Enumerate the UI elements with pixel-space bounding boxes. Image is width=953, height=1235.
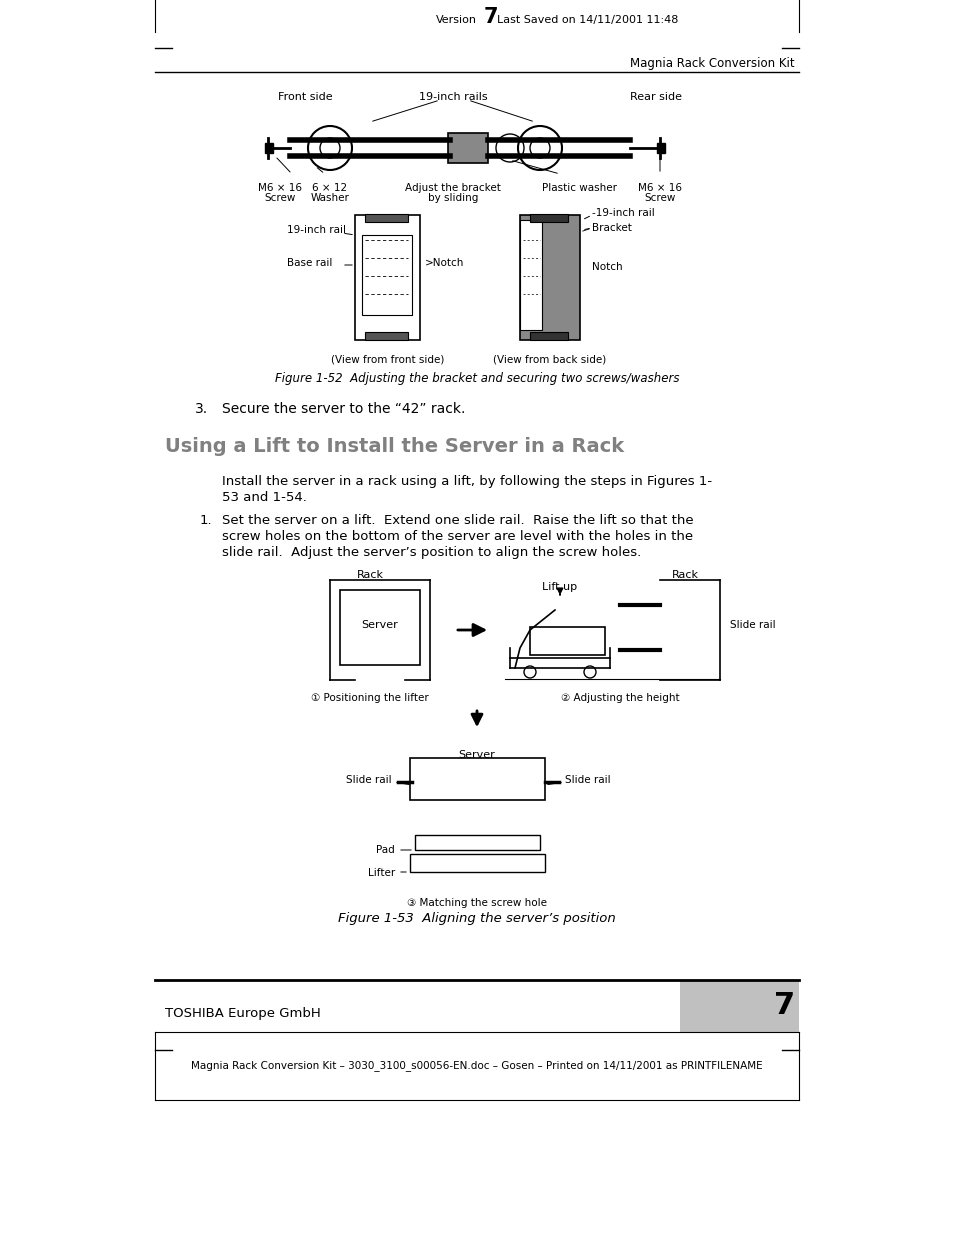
Text: Lift up: Lift up bbox=[542, 582, 577, 592]
Text: 19-inch rails: 19-inch rails bbox=[418, 91, 487, 103]
FancyBboxPatch shape bbox=[365, 214, 408, 222]
FancyBboxPatch shape bbox=[365, 332, 408, 340]
Text: Secure the server to the “42” rack.: Secure the server to the “42” rack. bbox=[222, 403, 465, 416]
FancyBboxPatch shape bbox=[361, 235, 412, 315]
Text: (View from back side): (View from back side) bbox=[493, 354, 606, 366]
Text: screw holes on the bottom of the server are level with the holes in the: screw holes on the bottom of the server … bbox=[222, 530, 693, 543]
Text: Bracket: Bracket bbox=[592, 224, 631, 233]
FancyBboxPatch shape bbox=[410, 853, 544, 872]
Text: Using a Lift to Install the Server in a Rack: Using a Lift to Install the Server in a … bbox=[165, 437, 623, 456]
Text: Install the server in a rack using a lift, by following the steps in Figures 1-: Install the server in a rack using a lif… bbox=[222, 475, 711, 488]
Text: Screw: Screw bbox=[264, 193, 295, 203]
Text: Notch: Notch bbox=[592, 262, 622, 272]
Text: Server: Server bbox=[361, 620, 398, 630]
Text: 6 × 12: 6 × 12 bbox=[313, 183, 347, 193]
Text: 1.: 1. bbox=[200, 514, 213, 527]
Text: Slide rail: Slide rail bbox=[729, 620, 775, 630]
FancyBboxPatch shape bbox=[530, 332, 567, 340]
FancyBboxPatch shape bbox=[355, 215, 419, 340]
Text: Server: Server bbox=[458, 750, 495, 760]
Text: Magnia Rack Conversion Kit: Magnia Rack Conversion Kit bbox=[630, 58, 794, 70]
Text: 53 and 1-54.: 53 and 1-54. bbox=[222, 492, 307, 504]
Text: Lifter: Lifter bbox=[367, 868, 395, 878]
FancyBboxPatch shape bbox=[415, 835, 539, 850]
Text: M6 × 16: M6 × 16 bbox=[257, 183, 302, 193]
Text: >Notch: >Notch bbox=[424, 258, 464, 268]
Text: Pad: Pad bbox=[375, 845, 395, 855]
Text: Magnia Rack Conversion Kit – 3030_3100_s00056-EN.doc – Gosen – Printed on 14/11/: Magnia Rack Conversion Kit – 3030_3100_s… bbox=[191, 1061, 762, 1072]
FancyBboxPatch shape bbox=[530, 627, 604, 655]
Text: Rack: Rack bbox=[356, 571, 383, 580]
Text: ① Positioning the lifter: ① Positioning the lifter bbox=[311, 693, 429, 703]
Text: Last Saved on 14/11/2001 11:48: Last Saved on 14/11/2001 11:48 bbox=[497, 15, 678, 25]
FancyBboxPatch shape bbox=[265, 143, 273, 153]
Text: 7: 7 bbox=[773, 992, 794, 1020]
Text: (View from front side): (View from front side) bbox=[331, 354, 444, 366]
Text: Plastic washer: Plastic washer bbox=[542, 183, 617, 193]
Text: Front side: Front side bbox=[277, 91, 333, 103]
FancyBboxPatch shape bbox=[519, 215, 579, 340]
FancyBboxPatch shape bbox=[530, 214, 567, 222]
Text: Slide rail: Slide rail bbox=[346, 776, 392, 785]
Text: slide rail.  Adjust the server’s position to align the screw holes.: slide rail. Adjust the server’s position… bbox=[222, 546, 640, 559]
Text: 7: 7 bbox=[483, 7, 498, 27]
Text: M6 × 16: M6 × 16 bbox=[638, 183, 681, 193]
Text: Base rail: Base rail bbox=[287, 258, 332, 268]
Text: Figure 1-52  Adjusting the bracket and securing two screws/washers: Figure 1-52 Adjusting the bracket and se… bbox=[274, 372, 679, 385]
FancyBboxPatch shape bbox=[657, 143, 664, 153]
Text: TOSHIBA Europe GmbH: TOSHIBA Europe GmbH bbox=[165, 1008, 320, 1020]
FancyBboxPatch shape bbox=[339, 590, 419, 664]
Text: ③ Matching the screw hole: ③ Matching the screw hole bbox=[407, 898, 546, 908]
Text: Washer: Washer bbox=[311, 193, 349, 203]
Text: Adjust the bracket: Adjust the bracket bbox=[405, 183, 500, 193]
Text: Rear side: Rear side bbox=[629, 91, 681, 103]
Text: ② Adjusting the height: ② Adjusting the height bbox=[560, 693, 679, 703]
FancyBboxPatch shape bbox=[448, 133, 488, 163]
FancyBboxPatch shape bbox=[519, 220, 541, 330]
Text: 3.: 3. bbox=[194, 403, 208, 416]
Text: Figure 1-53  Aligning the server’s position: Figure 1-53 Aligning the server’s positi… bbox=[337, 911, 616, 925]
Text: Rack: Rack bbox=[671, 571, 698, 580]
Text: Set the server on a lift.  Extend one slide rail.  Raise the lift so that the: Set the server on a lift. Extend one sli… bbox=[222, 514, 693, 527]
FancyBboxPatch shape bbox=[410, 758, 544, 800]
Text: Slide rail: Slide rail bbox=[564, 776, 610, 785]
Text: Version: Version bbox=[436, 15, 476, 25]
Text: Screw: Screw bbox=[643, 193, 675, 203]
Text: -19-inch rail: -19-inch rail bbox=[592, 207, 654, 219]
Text: by sliding: by sliding bbox=[427, 193, 477, 203]
Text: 19-inch rail: 19-inch rail bbox=[287, 225, 346, 235]
FancyBboxPatch shape bbox=[679, 981, 799, 1032]
